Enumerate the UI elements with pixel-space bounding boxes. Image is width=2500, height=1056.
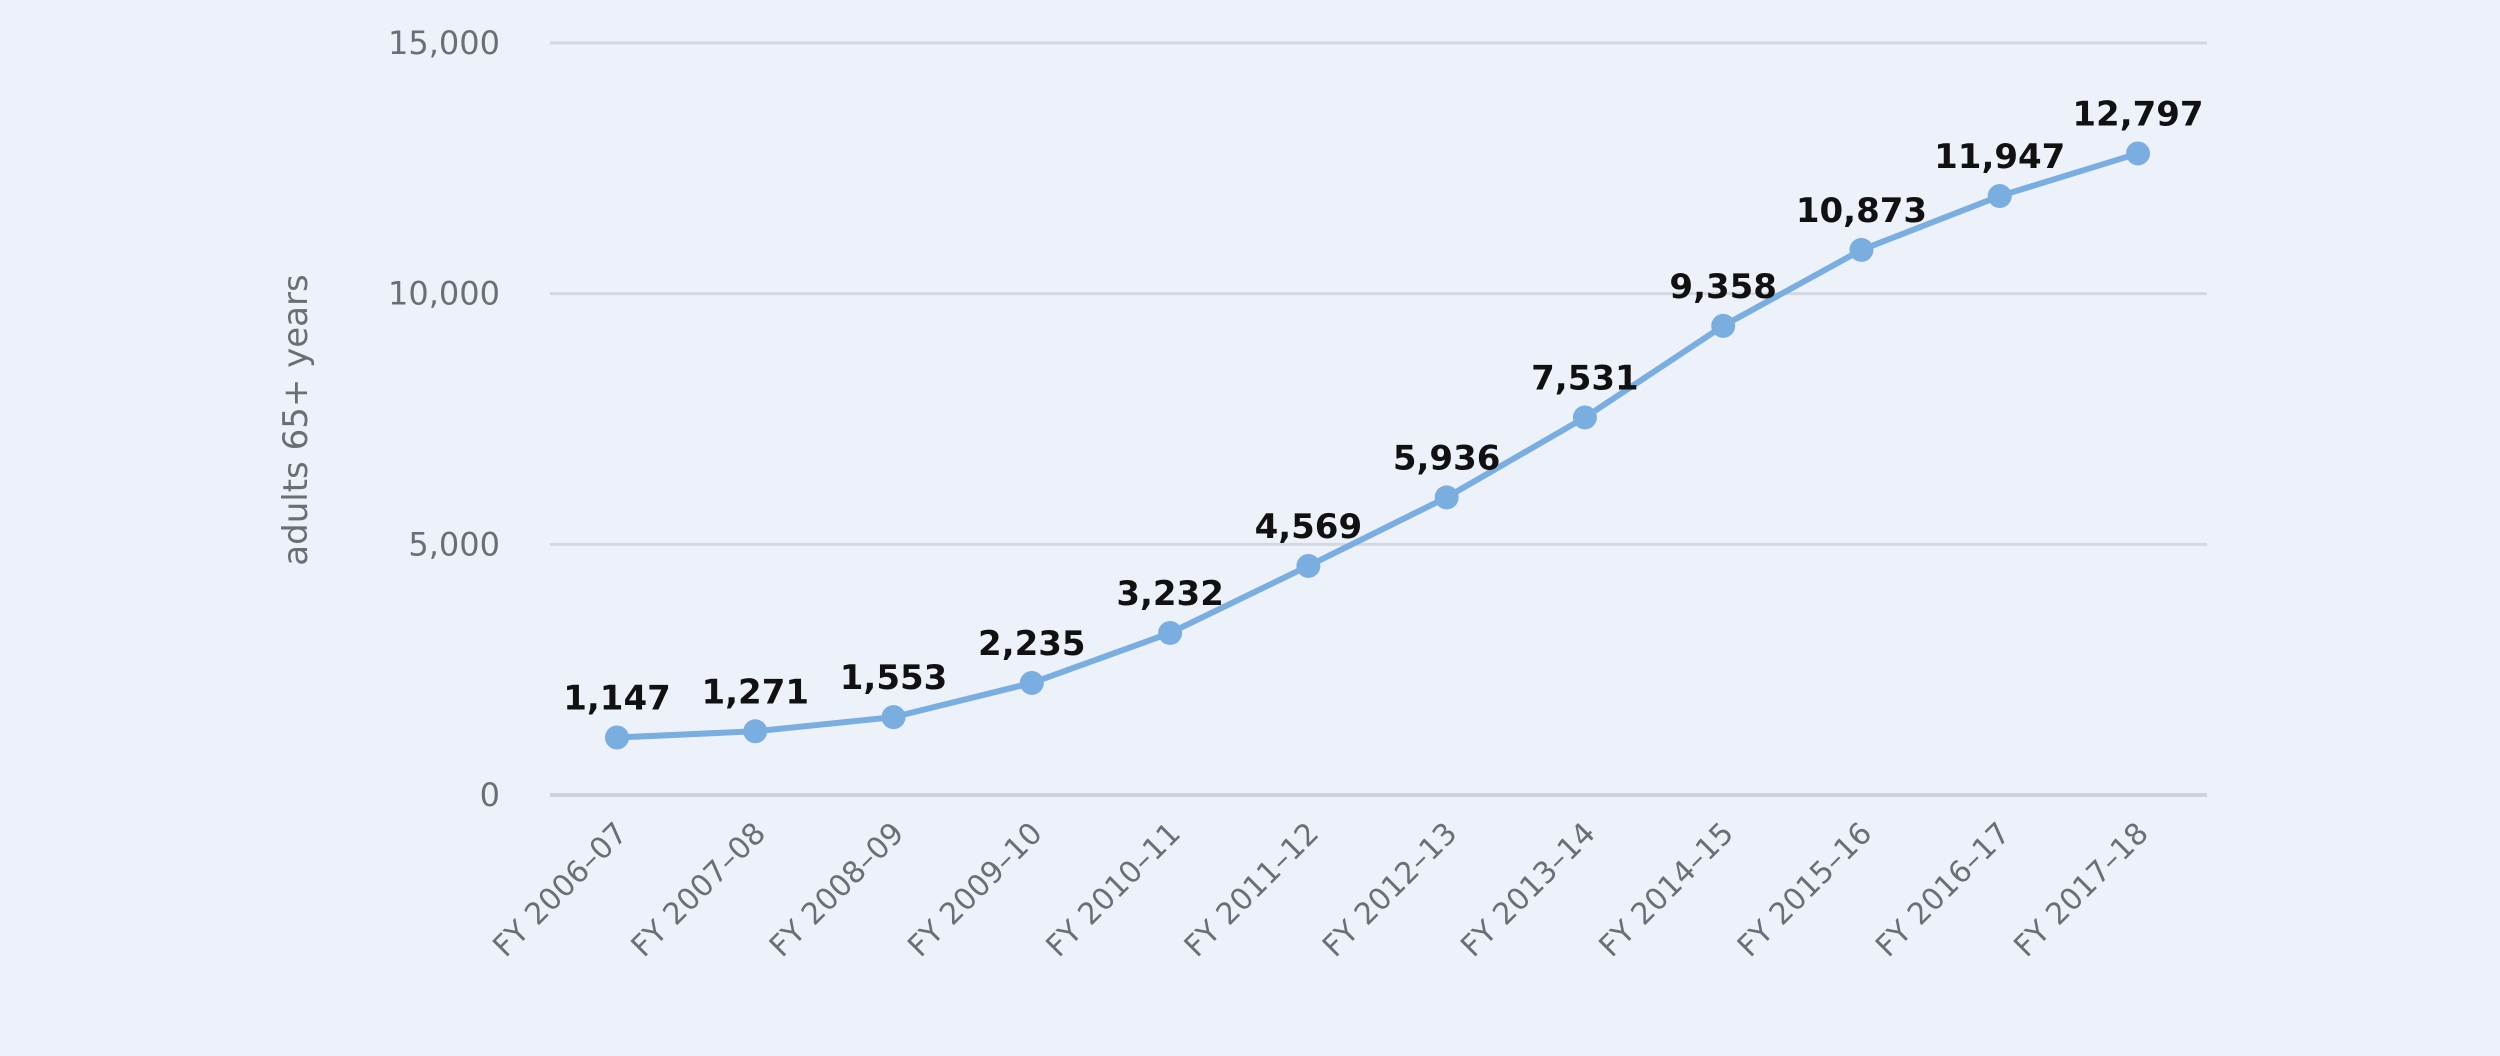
x-tick-label: FY 2008–09 [763, 816, 911, 964]
data-point-marker [2126, 141, 2150, 166]
x-tick-label: FY 2015–16 [1731, 816, 1879, 964]
x-tick-label: FY 2009–10 [901, 816, 1049, 964]
data-label: 1,147 [563, 678, 671, 718]
x-tick-label: FY 2017–18 [2007, 816, 2155, 964]
data-point-marker [1434, 485, 1459, 510]
y-axis-ticks: 0 5,000 10,000 15,000 [388, 24, 500, 814]
x-tick-label: FY 2014–15 [1593, 816, 1741, 964]
data-label: 12,797 [2072, 94, 2203, 134]
data-label: 5,936 [1393, 438, 1501, 478]
y-tick-label: 0 [480, 776, 500, 814]
x-tick-label: FY 2011–12 [1178, 816, 1326, 964]
data-label: 4,569 [1255, 507, 1363, 547]
data-label: 9,358 [1669, 267, 1777, 307]
x-tick-label: FY 2007–08 [625, 816, 773, 964]
data-point-marker [1019, 670, 1044, 695]
x-tick-label: FY 2012–13 [1316, 816, 1464, 964]
data-label: 10,873 [1796, 191, 1927, 231]
data-point-marker [1572, 405, 1597, 430]
y-axis-label: adults 65+ years [276, 274, 316, 565]
data-series: 1,147 1,271 1,553 2,235 3,232 4,569 5,936 7,531… [563, 94, 2204, 750]
x-tick-label: FY 2016–17 [1869, 816, 2017, 964]
data-label: 3,232 [1116, 574, 1224, 614]
data-point-marker [1296, 553, 1321, 578]
y-tick-label: 5,000 [408, 525, 500, 563]
data-point-marker [1849, 237, 1874, 262]
data-label: 1,271 [701, 672, 809, 712]
data-point-marker [1987, 184, 2012, 209]
data-point-marker [1711, 313, 1736, 338]
data-label: 7,531 [1531, 358, 1639, 398]
y-tick-label: 15,000 [388, 24, 500, 62]
gridlines [550, 41, 2207, 797]
data-label: 2,235 [978, 624, 1086, 664]
y-tick-label: 10,000 [388, 275, 500, 313]
data-point-marker [881, 705, 906, 730]
data-label: 11,947 [1934, 137, 2065, 177]
data-label: 1,553 [840, 658, 948, 698]
x-tick-label: FY 2006–07 [486, 816, 634, 964]
data-point-marker [743, 719, 768, 744]
x-tick-label: FY 2013–14 [1454, 816, 1602, 964]
x-tick-label: FY 2010–11 [1040, 816, 1188, 964]
series-line [616, 150, 2139, 741]
data-point-marker [1158, 620, 1183, 645]
data-point-marker [605, 725, 629, 750]
